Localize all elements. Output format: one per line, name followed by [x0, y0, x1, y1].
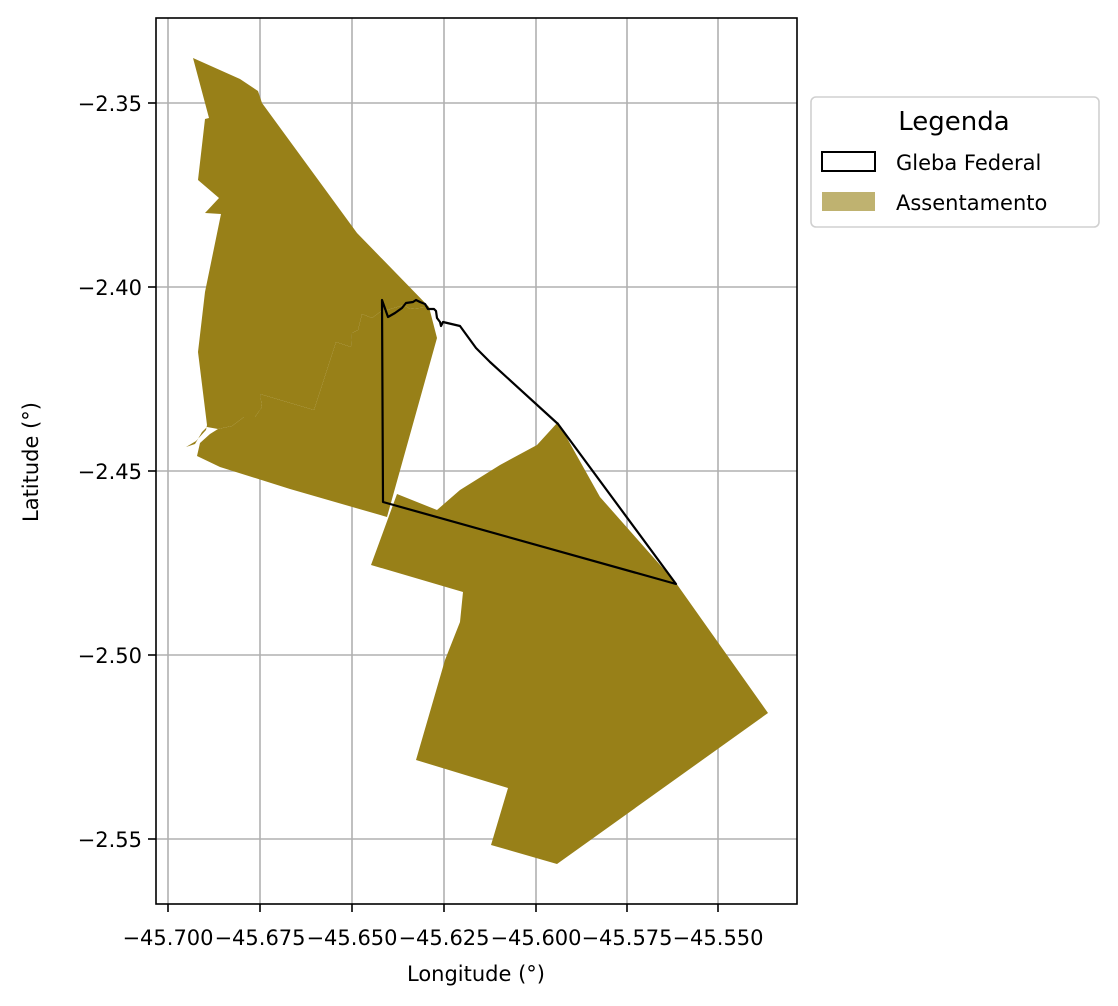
assentamento-polygon-south — [371, 422, 768, 864]
legend-label-assentamento: Assentamento — [896, 191, 1047, 215]
y-tick-label: −2.50 — [78, 644, 142, 668]
legend-swatch-gleba-federal — [822, 152, 875, 171]
legend-label-gleba-federal: Gleba Federal — [896, 151, 1041, 175]
x-axis — [168, 904, 718, 912]
legend-title: Legenda — [898, 107, 1009, 137]
legend-swatch-assentamento — [822, 192, 875, 211]
x-tick-label: −45.550 — [672, 926, 763, 950]
legend: Legenda Gleba Federal Assentamento — [811, 97, 1099, 227]
x-tick-label: −45.625 — [398, 926, 489, 950]
x-tick-label: −45.600 — [490, 926, 581, 950]
x-tick-label: −45.575 — [581, 926, 672, 950]
assentamento-layer — [186, 58, 768, 864]
x-axis-label: Longitude (°) — [407, 962, 545, 986]
y-tick-label: −2.45 — [78, 460, 142, 484]
x-tick-label: −45.700 — [122, 926, 213, 950]
x-tick-label: −45.675 — [214, 926, 305, 950]
y-tick-label: −2.35 — [78, 92, 142, 116]
x-tick-label: −45.650 — [306, 926, 397, 950]
y-tick-label: −2.55 — [78, 828, 142, 852]
y-axis-label: Latitude (°) — [19, 402, 43, 522]
y-axis — [148, 103, 156, 839]
y-tick-label: −2.40 — [78, 276, 142, 300]
